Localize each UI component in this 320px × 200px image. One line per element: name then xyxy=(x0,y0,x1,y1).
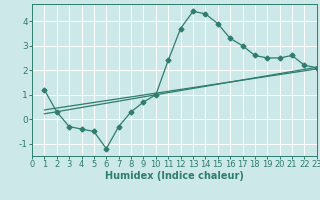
X-axis label: Humidex (Indice chaleur): Humidex (Indice chaleur) xyxy=(105,171,244,181)
